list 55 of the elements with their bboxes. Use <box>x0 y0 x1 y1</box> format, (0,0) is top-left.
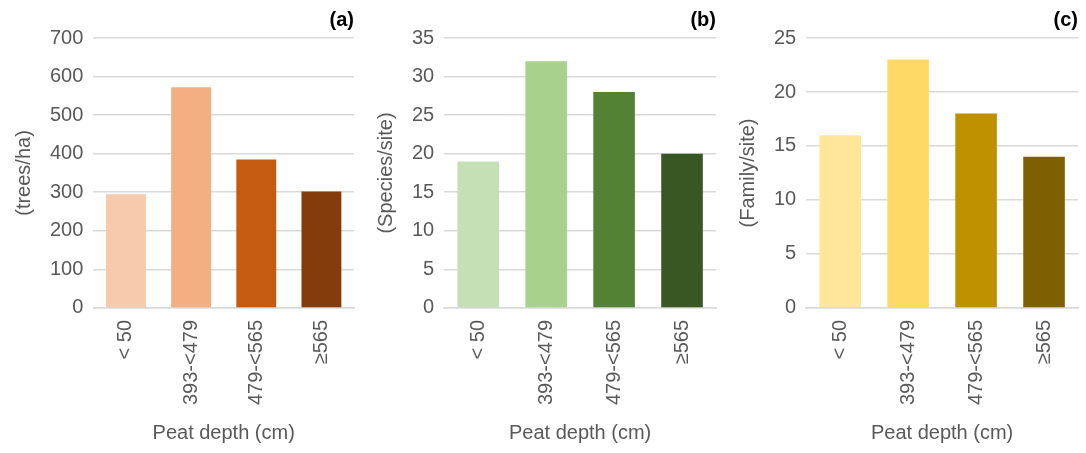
y-tick-label: 20 <box>412 141 435 164</box>
bar <box>661 153 703 308</box>
y-axis-title: (trees/ha) <box>11 130 34 216</box>
y-tick-label: 200 <box>49 218 84 241</box>
bar <box>593 91 635 308</box>
bar <box>819 135 862 308</box>
chart-title: (c) <box>1053 7 1078 30</box>
y-tick-label: 25 <box>412 102 435 125</box>
y-tick-label: 700 <box>49 25 84 48</box>
x-tick-label: ≥565 <box>308 319 331 365</box>
bar <box>301 191 342 308</box>
y-tick-label: 5 <box>785 241 797 264</box>
y-axis-title: (Family/site) <box>735 118 758 228</box>
chart-title: (a) <box>329 7 354 30</box>
bar <box>457 161 500 308</box>
y-tick-label: 35 <box>412 25 435 48</box>
bar <box>106 194 146 308</box>
y-tick-label: 400 <box>49 141 84 164</box>
y-tick-label: 20 <box>774 79 797 102</box>
x-axis-title: Peat depth (cm) <box>508 420 652 443</box>
y-tick-label: 0 <box>72 295 84 318</box>
x-tick-label: 393-<479 <box>178 319 201 405</box>
x-tick-label: 393-<479 <box>533 319 556 405</box>
y-axis-title: (Species/site) <box>373 112 396 234</box>
y-tick-label: 300 <box>49 179 84 202</box>
y-tick-label: 0 <box>785 295 797 318</box>
y-tick-label: 500 <box>49 102 84 125</box>
bar <box>171 87 212 308</box>
y-tick-label: 10 <box>774 187 797 210</box>
y-tick-label: 10 <box>412 218 435 241</box>
y-tick-label: 15 <box>412 179 435 202</box>
y-tick-label: 25 <box>774 25 797 48</box>
chart-title: (b) <box>690 7 716 30</box>
bar <box>236 159 277 308</box>
bar <box>887 59 929 308</box>
x-tick-label: 393-<479 <box>895 319 918 405</box>
y-tick-label: 100 <box>49 256 84 279</box>
x-tick-label: ≥565 <box>669 319 692 365</box>
x-tick-label: < 50 <box>465 319 488 360</box>
x-tick-label: ≥565 <box>1031 319 1054 365</box>
x-tick-label: < 50 <box>827 319 850 360</box>
bar <box>955 113 997 308</box>
x-tick-label: 479-<565 <box>963 319 986 405</box>
y-tick-label: 15 <box>774 133 797 156</box>
x-axis-title: Peat depth (cm) <box>152 420 295 443</box>
x-tick-label: 479-<565 <box>243 319 266 405</box>
bar <box>1023 156 1065 308</box>
x-axis-title: Peat depth (cm) <box>870 420 1014 443</box>
y-tick-label: 30 <box>412 64 435 87</box>
x-tick-label: 479-<565 <box>601 319 624 405</box>
bar <box>525 61 567 308</box>
y-tick-label: 0 <box>423 295 435 318</box>
y-tick-label: 5 <box>423 256 435 279</box>
y-tick-label: 600 <box>49 64 84 87</box>
x-tick-label: < 50 <box>113 319 136 360</box>
